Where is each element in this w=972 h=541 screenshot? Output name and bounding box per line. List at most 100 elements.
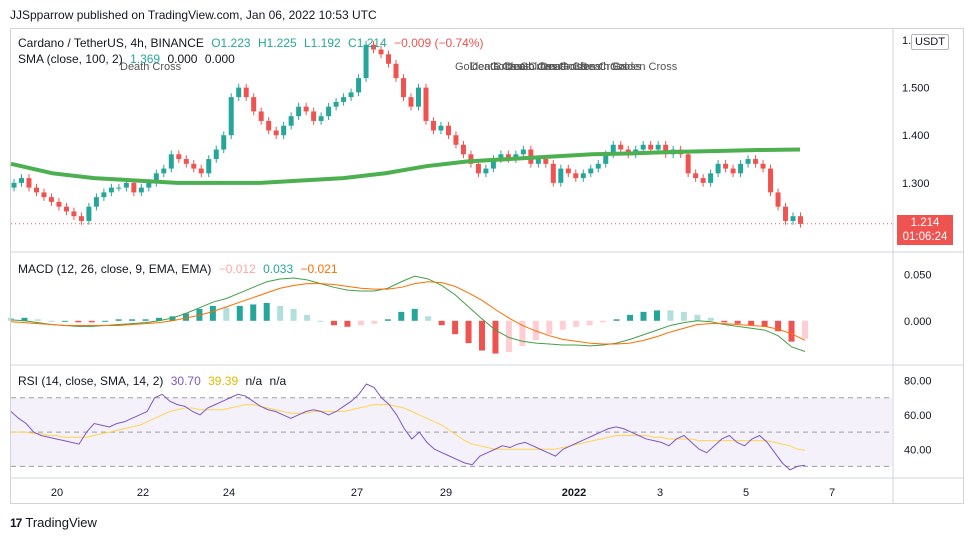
macd-signal-value: −0.021 <box>300 262 338 276</box>
candle-body <box>790 216 796 221</box>
chart-frame[interactable] <box>10 28 964 504</box>
candle-body <box>206 159 212 174</box>
cross-annotation: Golden Cross <box>455 61 523 73</box>
time-tick-label: 5 <box>743 487 749 499</box>
candle-body <box>266 120 272 131</box>
candle-body <box>318 116 324 121</box>
cross-annotation: Death Cross <box>540 61 602 73</box>
macd-hist-bar <box>250 304 257 321</box>
candle-body <box>603 154 609 164</box>
macd-line <box>10 275 806 352</box>
candle-body <box>595 163 601 169</box>
candle-body <box>558 168 564 183</box>
candle-body <box>273 130 279 136</box>
candle-body <box>648 144 654 150</box>
candle-body <box>333 101 339 107</box>
rsi-label[interactable]: RSI (14, close, SMA, 14, 2) <box>18 374 164 388</box>
candle-body <box>138 187 144 193</box>
macd-hist-bar <box>21 317 28 321</box>
candle-body <box>483 168 489 174</box>
macd-hist-bar <box>586 320 593 326</box>
macd-tick-label: 0.050 <box>904 269 932 281</box>
macd-hist-bar <box>102 320 109 322</box>
candle-body <box>213 149 219 160</box>
macd-hist-bar <box>330 320 337 326</box>
candle-body <box>123 182 129 188</box>
tradingview-logo-icon: 17 <box>10 515 22 530</box>
macd-hist-bar <box>734 320 741 324</box>
price-tick-label: 1.400 <box>902 130 930 142</box>
macd-hist-bar <box>88 320 95 323</box>
candle-body <box>460 144 466 155</box>
macd-hist-bar <box>653 310 660 321</box>
candle-body <box>303 106 309 112</box>
macd-hist-bar <box>573 320 580 327</box>
candle-body <box>161 168 167 174</box>
candle-body <box>408 97 414 107</box>
macd-hist-bar <box>465 320 472 344</box>
macd-hist-bar <box>142 319 149 321</box>
candle-body <box>101 192 107 198</box>
macd-hist-bar <box>546 320 553 335</box>
candle-body <box>153 173 159 183</box>
bar-countdown: 01:06:24 <box>902 231 948 243</box>
candle-body <box>573 173 579 179</box>
rsi-line <box>10 383 806 471</box>
candle-body <box>655 144 661 150</box>
candle-body <box>723 163 729 169</box>
low-value: L1.192 <box>303 36 341 50</box>
candle-body <box>430 120 436 131</box>
symbol-label[interactable]: Cardano / TetherUS, 4h, BINANCE <box>18 36 204 50</box>
rsi-na-2: n/a <box>269 374 287 388</box>
sma-legend: SMA (close, 100, 2) 1.369 0.000 0.000 <box>18 52 239 66</box>
macd-hist-bar <box>694 314 701 321</box>
macd-label[interactable]: MACD (12, 26, close, 9, EMA, EMA) <box>18 262 212 276</box>
candle-body <box>56 201 62 207</box>
last-price: 1.214 <box>910 217 940 229</box>
candle-body <box>18 178 24 183</box>
macd-hist-bar <box>802 320 808 339</box>
macd-hist-bar <box>384 319 391 321</box>
candle-body <box>348 92 354 98</box>
candle-body <box>708 173 714 183</box>
candle-body <box>468 154 474 164</box>
macd-hist-bar <box>75 320 82 323</box>
macd-hist-bar <box>411 308 418 321</box>
macd-hist-bar <box>721 320 728 323</box>
rsi-sma-line <box>11 404 806 451</box>
sma-label[interactable]: SMA (close, 100, 2) <box>18 52 123 66</box>
macd-hist-bar <box>357 320 364 326</box>
macd-hist-bar <box>263 302 270 321</box>
candle-body <box>580 173 586 179</box>
candle-body <box>371 44 377 50</box>
macd-legend: MACD (12, 26, close, 9, EMA, EMA) −0.012… <box>18 262 342 276</box>
sma-value: 1.369 <box>130 52 161 66</box>
macd-tick-label: 0.000 <box>904 316 932 328</box>
footer-brand[interactable]: TradingView <box>25 515 97 530</box>
currency-badge[interactable]: USDT <box>911 34 949 50</box>
macd-hist-bar <box>277 305 284 321</box>
macd-hist-bar <box>452 320 459 335</box>
candle-body <box>311 111 317 121</box>
rsi-na-1: n/a <box>245 374 263 388</box>
rsi-value: 30.70 <box>170 374 201 388</box>
candle-body <box>41 192 47 198</box>
macd-hist-bar <box>640 311 647 321</box>
candle-body <box>618 144 624 150</box>
rsi-tick-label: 40.00 <box>904 444 932 456</box>
candle-body <box>423 87 429 121</box>
candle-body <box>535 159 541 164</box>
candle-body <box>685 154 691 174</box>
macd-hist-bar <box>61 320 68 322</box>
candle-body <box>768 168 774 193</box>
macd-hist-bar <box>8 317 14 321</box>
candle-body <box>438 125 444 131</box>
macd-hist-bar <box>748 320 755 326</box>
candle-body <box>71 211 77 217</box>
candle-body <box>745 159 751 164</box>
macd-hist-bar <box>169 316 176 321</box>
candle-body <box>693 173 699 179</box>
rsi-tick-label: 60.00 <box>904 410 932 422</box>
candle-body <box>760 163 766 169</box>
